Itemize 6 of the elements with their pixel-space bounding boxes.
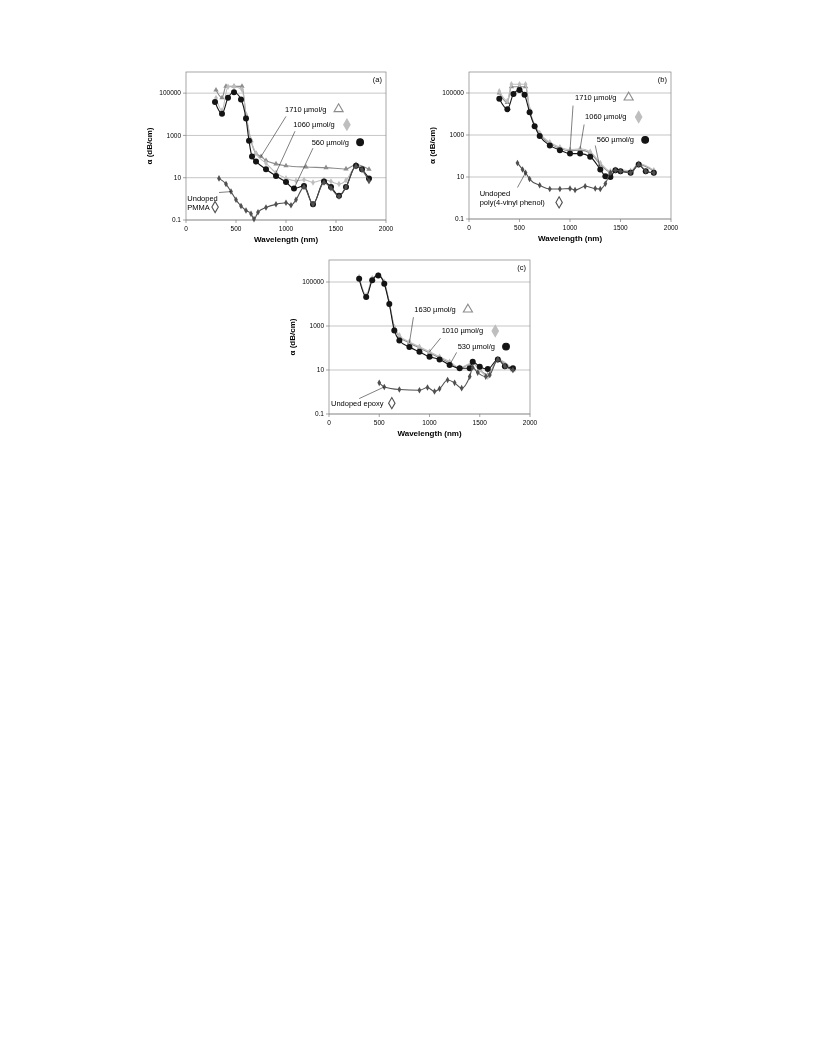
x-axis-title: Wavelength (nm) <box>537 234 603 243</box>
x-axis-title: Wavelength (nm) <box>253 235 319 244</box>
y-axis-title: α (dB/cm) <box>145 127 154 165</box>
x-axis-title: Wavelength (nm) <box>397 429 462 438</box>
y-axis-title: α (dB/cm) <box>428 126 437 164</box>
y-axis-title: α (dB/cm) <box>288 318 297 356</box>
